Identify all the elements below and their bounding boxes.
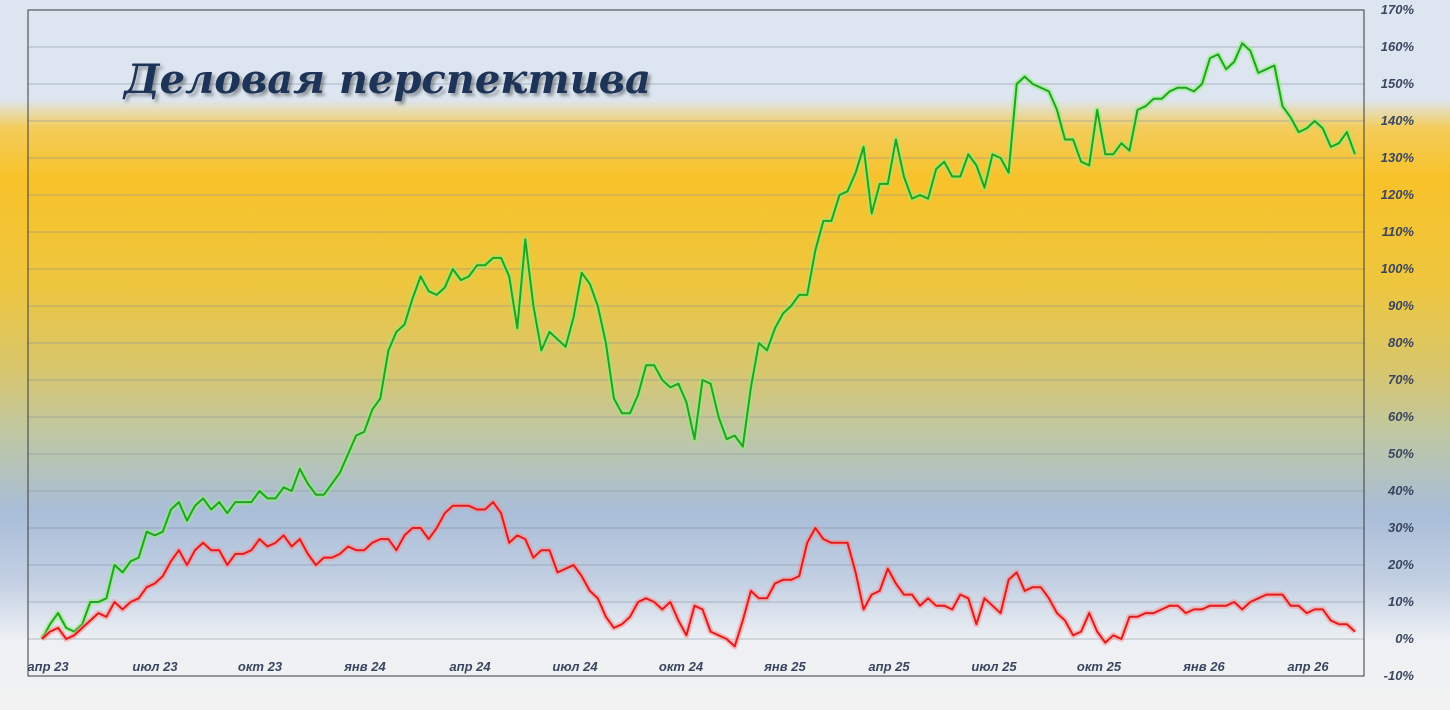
x-tick-label: окт 24 [659,659,704,674]
x-tick-label: июл 24 [552,659,598,674]
x-tick-label: янв 26 [1182,659,1225,674]
y-tick-label: 130% [1381,150,1415,165]
y-tick-label: 170% [1381,2,1415,17]
y-tick-label: 150% [1381,76,1415,91]
series-glow-0 [39,40,1358,641]
x-tick-label: апр 26 [1287,659,1329,674]
chart-title: Деловая перспектива [124,56,651,103]
y-tick-label: 140% [1381,113,1415,128]
x-tick-label: апр 24 [449,659,491,674]
series-line-0 [41,42,1356,640]
y-tick-label: 10% [1388,594,1414,609]
y-tick-label: 90% [1388,298,1414,313]
y-tick-label: 30% [1388,520,1414,535]
y-tick-label: 120% [1381,187,1415,202]
series-line-1 [41,501,1356,648]
x-tick-label: июл 25 [971,659,1017,674]
y-tick-label: 160% [1381,39,1415,54]
x-tick-label: янв 24 [343,659,386,674]
x-tick-label: апр 23 [27,659,69,674]
x-tick-label: окт 25 [1077,659,1122,674]
y-tick-label: -10% [1384,668,1415,683]
y-axis-tick-labels: -10% 0% 10% 20% 30% 40% 50% 60% 70% 80% 90% 100% 110… [1381,2,1415,683]
y-tick-label: 80% [1388,335,1414,350]
y-tick-label: 60% [1388,409,1414,424]
y-tick-label: 110% [1382,224,1415,239]
y-tick-label: 100% [1381,261,1415,276]
x-tick-label: окт 23 [238,659,283,674]
y-tick-label: 50% [1388,446,1414,461]
y-tick-label: 0% [1395,631,1414,646]
y-tick-label: 70% [1388,372,1414,387]
x-axis-tick-labels: апр 23 июл 23 окт 23 янв 24 апр 24 июл 24 окт … [27,659,1329,674]
series-glow-1 [39,499,1358,650]
series-group [39,40,1358,650]
plot-area-border [27,9,1365,677]
x-tick-label: июл 23 [132,659,178,674]
x-tick-label: янв 25 [763,659,806,674]
y-tick-label: 40% [1387,483,1414,498]
y-tick-label: 20% [1387,557,1414,572]
grid-lines [28,46,1364,640]
x-tick-label: апр 25 [868,659,910,674]
